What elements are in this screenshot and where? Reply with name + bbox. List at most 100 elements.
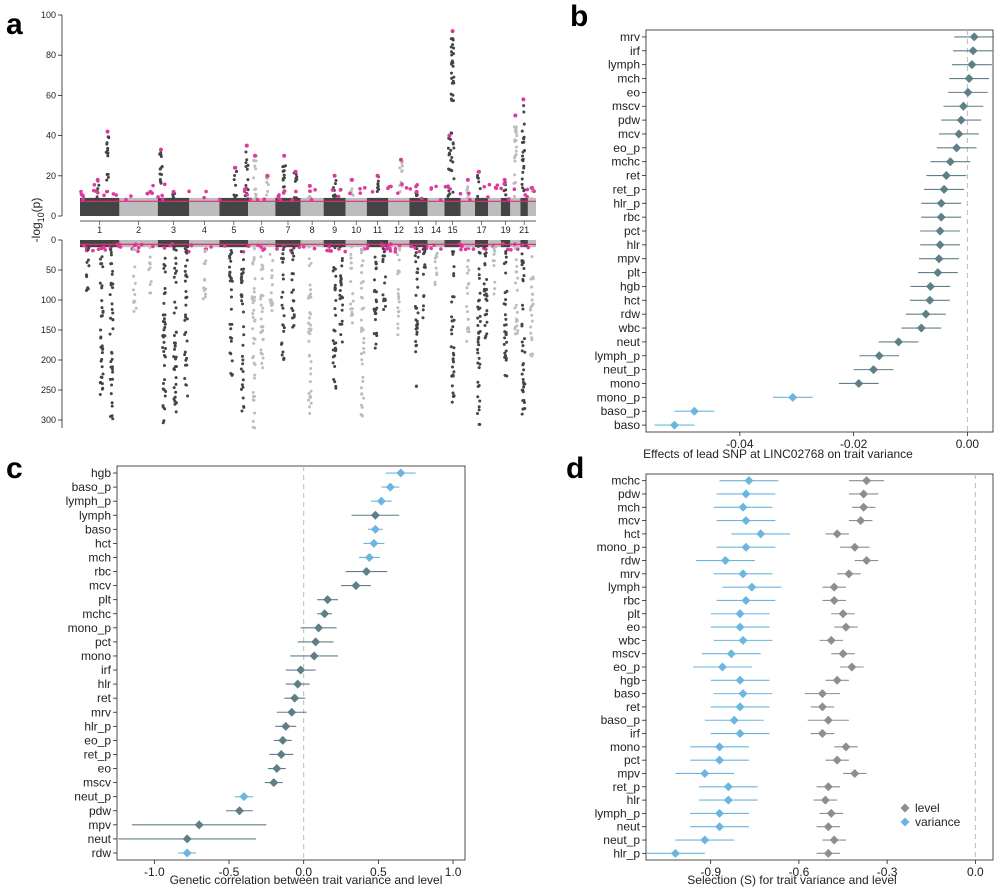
category-label: pct — [624, 224, 641, 238]
snp-point — [163, 286, 167, 290]
lead-snp-point — [244, 143, 249, 148]
hit-point — [393, 249, 398, 254]
snp-point — [478, 362, 482, 366]
snp-point — [172, 341, 176, 345]
snp-point — [333, 307, 337, 311]
category-label: baso — [614, 687, 640, 701]
lead-snp-point — [349, 177, 354, 182]
snp-point — [201, 297, 205, 301]
snp-point — [341, 303, 345, 307]
snp-point — [97, 183, 101, 187]
snp-point — [514, 258, 518, 262]
snp-point — [477, 422, 481, 426]
hit-point — [408, 187, 413, 191]
x-tick-label: -0.3 — [877, 865, 898, 879]
snp-point — [241, 310, 245, 314]
snp-point — [351, 299, 355, 303]
category-label: pct — [624, 753, 641, 767]
lead-snp-point — [293, 169, 298, 174]
hit-point — [146, 191, 150, 196]
hit-point — [282, 189, 287, 193]
snp-point — [520, 252, 524, 256]
snp-point — [282, 314, 286, 318]
chromosome-band — [157, 197, 190, 216]
snp-point — [414, 327, 418, 331]
category-label: lymph — [79, 508, 111, 522]
snp-point — [478, 399, 482, 403]
snp-point — [522, 110, 526, 114]
snp-point — [331, 361, 335, 365]
snp-point — [254, 192, 258, 196]
point-level — [829, 835, 839, 845]
hit-point — [388, 246, 392, 251]
point-level — [361, 567, 371, 577]
hit-point — [502, 182, 507, 186]
chromosome-band — [189, 197, 220, 216]
snp-point — [99, 336, 103, 340]
snp-point — [270, 283, 274, 287]
snp-point — [522, 188, 526, 192]
snp-point — [106, 175, 110, 179]
category-label: hlr — [627, 238, 640, 252]
hit-point — [467, 191, 471, 196]
snp-point — [252, 361, 256, 365]
point-level — [850, 542, 860, 552]
snp-point — [465, 327, 469, 331]
snp-point — [520, 340, 524, 344]
category-label: lymph_p — [595, 806, 641, 820]
category-label: mrv — [620, 567, 640, 581]
panel-label-c: c — [6, 452, 23, 485]
category-label: lymph — [608, 580, 640, 594]
snp-point — [309, 389, 313, 393]
snp-point — [174, 364, 178, 368]
category-label: lymph_p — [66, 494, 112, 508]
category-label: irf — [101, 663, 112, 677]
y-tick-label: 200 — [41, 355, 56, 365]
snp-point — [334, 348, 338, 352]
snp-point — [477, 366, 481, 370]
x-tick-label: 0.0 — [967, 865, 984, 879]
snp-point — [105, 178, 109, 182]
snp-point — [108, 377, 112, 381]
hit-point — [487, 182, 492, 187]
hit-point — [104, 189, 109, 194]
chromosome-label: 17 — [477, 225, 487, 235]
snp-point — [530, 255, 534, 259]
snp-point — [477, 408, 481, 412]
snp-point — [240, 354, 244, 358]
snp-point — [269, 303, 273, 307]
snp-point — [360, 392, 364, 396]
snp-point — [202, 288, 206, 292]
point-level — [933, 268, 943, 278]
snp-point — [161, 333, 165, 337]
category-label: mpv — [617, 252, 640, 266]
snp-point — [530, 338, 534, 342]
snp-point — [452, 295, 456, 299]
point-level — [287, 707, 297, 717]
snp-point — [415, 343, 419, 347]
x-tick-label: 0.0 — [295, 865, 312, 879]
snp-point — [360, 307, 364, 311]
chromosome-band — [219, 197, 249, 216]
category-label: baso — [614, 418, 640, 432]
snp-point — [260, 310, 264, 314]
category-label: mono — [610, 376, 640, 390]
snp-point — [529, 197, 533, 201]
snp-point — [340, 319, 344, 323]
snp-point — [174, 330, 178, 334]
legend-label: variance — [915, 815, 961, 829]
snp-point — [522, 135, 526, 139]
chromosome-label: 11 — [373, 225, 382, 235]
hit-point — [471, 247, 476, 251]
snp-point — [307, 264, 311, 268]
hit-point — [294, 189, 298, 194]
snp-point — [522, 267, 526, 271]
snp-point — [259, 325, 263, 329]
category-label: ret — [626, 169, 641, 183]
chromosome-band — [300, 240, 324, 248]
category-label: eo_p — [84, 733, 111, 747]
hit-point — [429, 246, 433, 251]
snp-point — [109, 250, 113, 254]
snp-point — [110, 367, 114, 371]
snp-point — [451, 357, 455, 361]
